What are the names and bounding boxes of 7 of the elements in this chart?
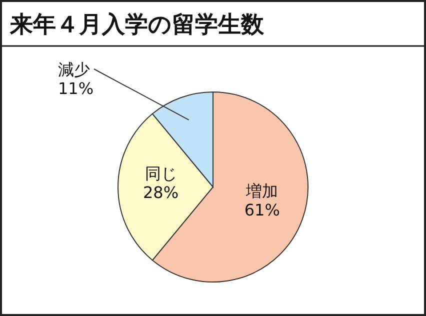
chart-title: 来年４月入学の留学生数 (9, 12, 265, 38)
slice-label: 減少 (58, 60, 90, 79)
data-label: 61% (244, 200, 280, 220)
data-label: 11% (58, 79, 94, 98)
slice-label: 同じ (144, 164, 177, 183)
slice-label: 増加 (245, 182, 278, 201)
data-label: 28% (142, 183, 179, 202)
